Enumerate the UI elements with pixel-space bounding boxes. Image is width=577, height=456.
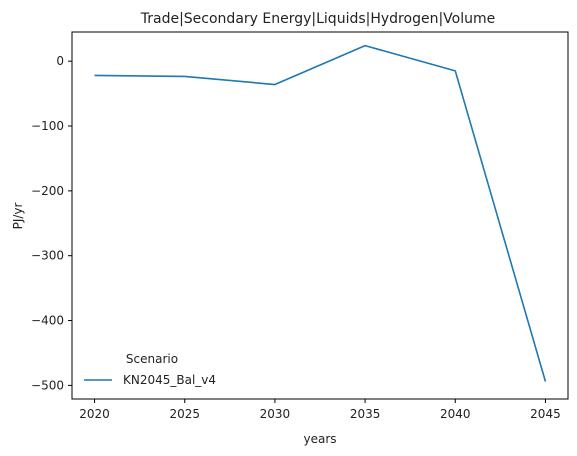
- series-layer: [94, 44, 547, 382]
- y-tick-label: −500: [31, 378, 64, 392]
- legend: Scenario KN2045_Bal_v4: [84, 352, 216, 387]
- y-tick-label: −300: [31, 249, 64, 263]
- plot-area: [71, 31, 569, 400]
- y-tick-label: −200: [31, 184, 64, 198]
- y-tick-label: −400: [31, 314, 64, 328]
- x-tick-label: 2025: [169, 407, 200, 421]
- x-tick-label: 2045: [530, 407, 561, 421]
- y-tick-label: −100: [31, 119, 64, 133]
- legend-title: Scenario: [126, 352, 178, 366]
- x-tick-label: 2035: [350, 407, 381, 421]
- series-line-0: [94, 44, 547, 382]
- x-axis: 2020 2025 2030 2035 2040 2045: [79, 399, 561, 421]
- y-axis-label: PJ/yr: [11, 203, 25, 230]
- legend-entry-label: KN2045_Bal_v4: [123, 373, 216, 387]
- y-tick-label: 0: [56, 54, 64, 68]
- chart-title: Trade|Secondary Energy|Liquids|Hydrogen|…: [140, 11, 495, 27]
- y-axis: 0 −100 −200 −300 −400 −500: [31, 54, 72, 392]
- x-tick-label: 2040: [440, 407, 471, 421]
- x-tick-label: 2030: [260, 407, 291, 421]
- x-tick-label: 2020: [79, 407, 110, 421]
- x-axis-label: years: [303, 432, 336, 446]
